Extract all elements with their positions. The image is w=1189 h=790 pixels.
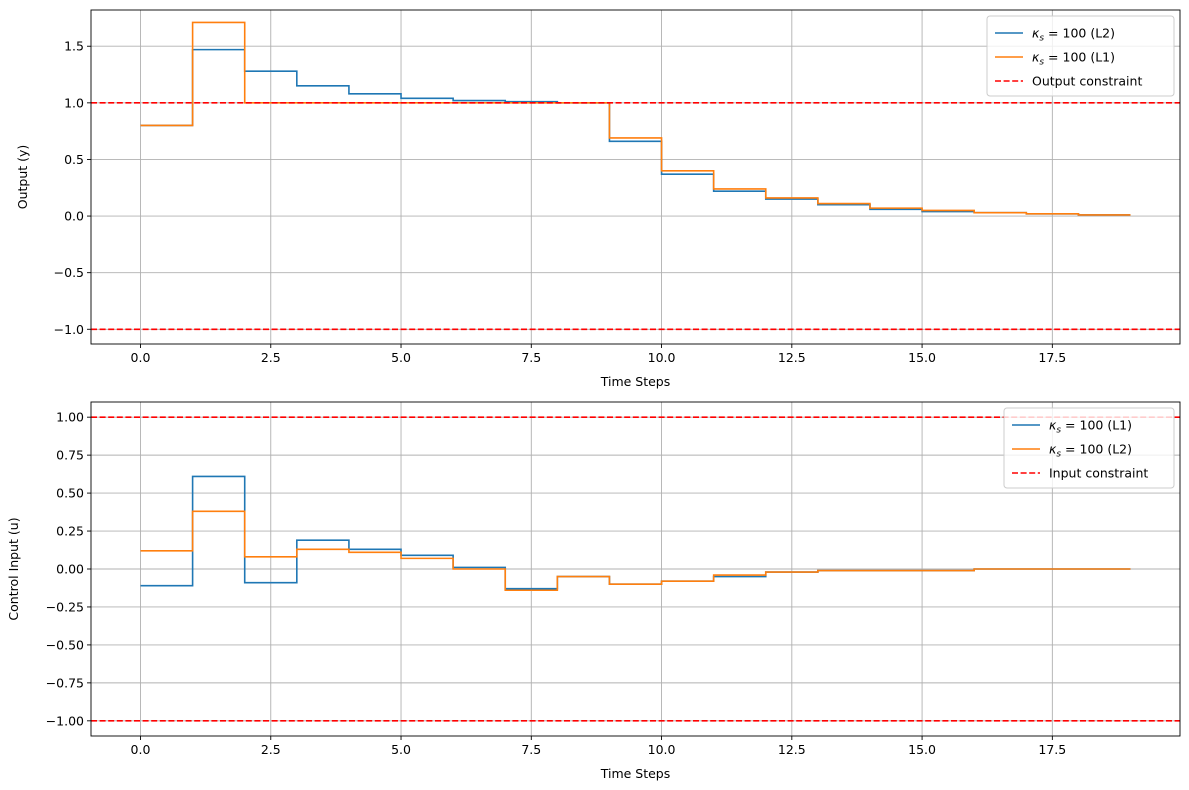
legend-kappa: κ [1032, 26, 1040, 41]
legend-label-suffix: = 100 (L1) [1061, 418, 1132, 433]
y-tick-label: 0.0 [64, 209, 84, 224]
legend-kappa: κ [1049, 442, 1057, 457]
legend-label: κs = 100 (L1) [1049, 418, 1132, 436]
x-tick-label: 17.5 [1038, 742, 1066, 757]
legend-box [1003, 407, 1175, 489]
x-axis-label: Time Steps [600, 766, 671, 781]
y-tick-label: 0.50 [56, 486, 84, 501]
y-axis-label: Output (y) [15, 145, 30, 210]
legend-label-suffix: = 100 (L2) [1044, 26, 1115, 41]
legend-kappa: κ [1032, 50, 1040, 65]
y-tick-label: −0.25 [46, 599, 84, 614]
legend-label: κs = 100 (L2) [1032, 26, 1115, 44]
y-tick-label: −0.75 [46, 675, 84, 690]
y-tick-label: −1.00 [46, 713, 84, 728]
legend-label: Input constraint [1049, 466, 1148, 481]
legend: κs = 100 (L2)κs = 100 (L1)Output constra… [986, 15, 1175, 97]
control-input-chart: 0.0 2.5 5.0 7.5 10.0 12.5 15.0 17.5 −1.00 −0.75 −0… [6, 401, 1181, 781]
x-tick-label: 12.5 [778, 742, 806, 757]
output-chart: 0.0 2.5 5.0 7.5 10.0 12.5 15.0 17.5 −1.0 −0.5 0.0 0… [15, 9, 1181, 389]
y-tick-label: 1.5 [64, 39, 84, 54]
legend-kappa-subscript: s [1039, 34, 1044, 44]
plot-area [91, 416, 1180, 722]
y-tick-label: −0.50 [46, 637, 84, 652]
legend-kappa-subscript: s [1056, 450, 1061, 460]
y-tick-label: −1.0 [54, 322, 84, 337]
y-tick-label: −0.5 [54, 265, 84, 280]
x-tick-label: 0.0 [131, 742, 151, 757]
y-tick-label: 0.00 [56, 562, 84, 577]
x-tick-label: 2.5 [261, 350, 281, 365]
legend-kappa: κ [1049, 418, 1057, 433]
legend-label: κs = 100 (L1) [1032, 50, 1115, 68]
legend-kappa-subscript: s [1039, 58, 1044, 68]
axes-frame [90, 9, 1181, 345]
x-tick-label: 17.5 [1038, 350, 1066, 365]
x-tick-label: 2.5 [261, 742, 281, 757]
series-line-1 [140, 21, 1131, 216]
x-tick-label: 12.5 [778, 350, 806, 365]
x-tick-label: 0.0 [131, 350, 151, 365]
x-tick-label: 15.0 [908, 350, 936, 365]
x-tick-label: 7.5 [521, 350, 541, 365]
x-tick-label: 5.0 [391, 742, 411, 757]
series-line-0 [140, 48, 1131, 216]
y-tick-label: 1.0 [64, 95, 84, 110]
x-tick-label: 10.0 [648, 350, 676, 365]
legend-label-suffix: = 100 (L2) [1061, 442, 1132, 457]
legend-label: κs = 100 (L2) [1049, 442, 1132, 460]
x-tick-label: 5.0 [391, 350, 411, 365]
y-tick-label: 0.75 [56, 448, 84, 463]
y-tick-label: 0.25 [56, 524, 84, 539]
y-axis-label: Control Input (u) [6, 517, 21, 620]
legend-label: Output constraint [1032, 74, 1142, 89]
x-tick-label: 7.5 [521, 742, 541, 757]
plot-area [91, 21, 1180, 331]
x-tick-label: 10.0 [648, 742, 676, 757]
y-tick-label: 0.5 [64, 152, 84, 167]
x-tick-label: 15.0 [908, 742, 936, 757]
legend-label-suffix: = 100 (L1) [1044, 50, 1115, 65]
legend-kappa-subscript: s [1056, 426, 1061, 436]
legend: κs = 100 (L1)κs = 100 (L2)Input constrai… [1003, 407, 1175, 489]
y-tick-label: 1.00 [56, 410, 84, 425]
series-line-1 [140, 510, 1131, 592]
legend-box [986, 15, 1175, 97]
x-axis-label: Time Steps [600, 374, 671, 389]
